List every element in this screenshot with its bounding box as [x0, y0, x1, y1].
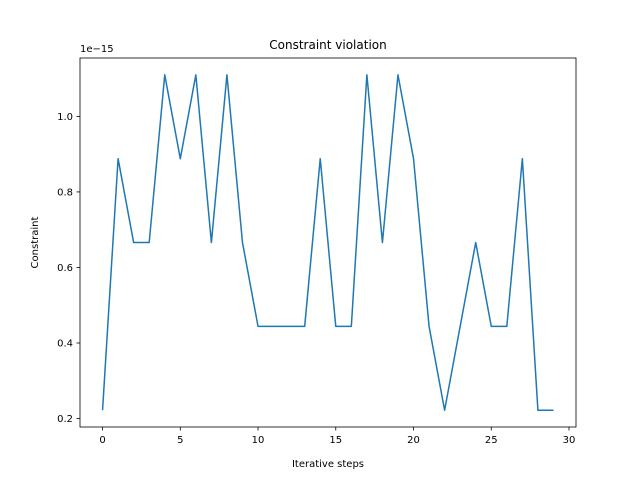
chart-title: Constraint violation — [269, 38, 386, 52]
x-axis-ticks: 0 5 10 15 20 25 30 — [99, 427, 575, 446]
x-tick-label: 0 — [99, 435, 105, 446]
x-tick-label: 15 — [329, 435, 342, 446]
y-axis-offset-label: 1e−15 — [80, 44, 114, 55]
series-line — [101, 74, 554, 411]
y-tick-label: 0.8 — [57, 187, 73, 198]
y-tick-label: 0.4 — [57, 339, 73, 350]
x-tick-label: 20 — [407, 435, 420, 446]
y-axis-label: Constraint — [30, 217, 41, 269]
y-tick-label: 1.0 — [57, 112, 73, 123]
x-axis-label: Iterative steps — [292, 459, 364, 470]
x-tick-label: 30 — [563, 435, 576, 446]
y-tick-label: 0.2 — [57, 414, 73, 425]
y-axis-ticks: 0.2 0.4 0.6 0.8 1.0 — [57, 112, 80, 425]
x-tick-label: 25 — [485, 435, 498, 446]
x-tick-label: 10 — [252, 435, 265, 446]
x-tick-label: 5 — [177, 435, 183, 446]
y-tick-label: 0.6 — [57, 263, 73, 274]
plot-area — [101, 74, 554, 411]
plot-frame — [79, 57, 577, 428]
